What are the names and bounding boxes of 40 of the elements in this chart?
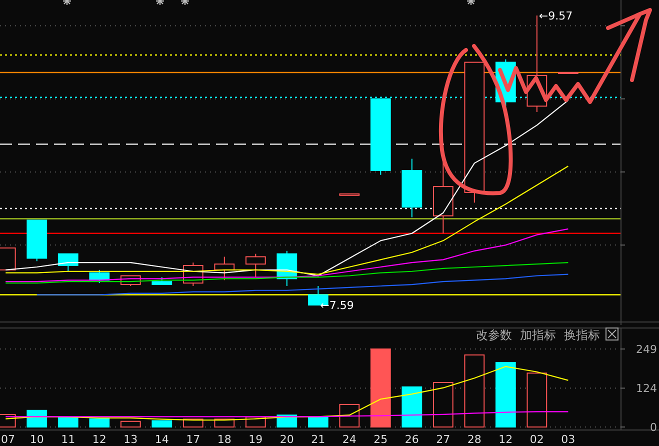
x-tick-label: 07	[1, 433, 15, 446]
bar	[402, 386, 422, 428]
x-tick-label: 14	[154, 433, 169, 446]
annotation: 加指标	[520, 328, 556, 342]
x-tick-label: 26	[404, 433, 419, 446]
bar	[58, 417, 78, 428]
y-tick-label: 249	[636, 342, 657, 356]
annotation: ←7.59	[320, 299, 354, 312]
bar	[495, 362, 516, 428]
bar	[152, 420, 172, 428]
annotation: ←9.57	[538, 9, 573, 22]
x-tick-label: 28	[467, 433, 482, 446]
y-tick-label: 124	[636, 382, 657, 396]
x-tick-label: 11	[61, 433, 76, 446]
bar	[120, 420, 141, 428]
line-series	[5, 366, 569, 421]
x-tick-label: 21	[311, 433, 326, 446]
x-tick-label: 24	[342, 433, 356, 446]
bar	[370, 348, 391, 428]
x-tick-label: 18	[217, 433, 232, 446]
x-tick-label: 19	[248, 433, 263, 446]
bar	[526, 372, 548, 428]
x-tick-label: 03	[561, 433, 576, 446]
bar	[339, 404, 360, 428]
x-tick-label: 12	[92, 433, 106, 446]
bar	[432, 382, 454, 428]
x-tick-label: 13	[124, 433, 138, 446]
bar	[89, 418, 110, 428]
x-tick-label: 27	[436, 433, 450, 446]
y-tick-label: 0	[650, 421, 657, 434]
x-tick-label: 02	[530, 433, 544, 446]
annotation: 改参数	[476, 328, 512, 342]
bar	[464, 354, 485, 428]
x-tick-label: 20	[280, 433, 294, 446]
annotation: 换指标	[564, 328, 600, 342]
bar	[308, 416, 328, 428]
x-tick-label: 17	[186, 433, 200, 446]
x-tick-label: 12	[498, 433, 513, 446]
x-tick-label: 25	[374, 433, 388, 446]
x-tick-label: 10	[30, 433, 44, 446]
